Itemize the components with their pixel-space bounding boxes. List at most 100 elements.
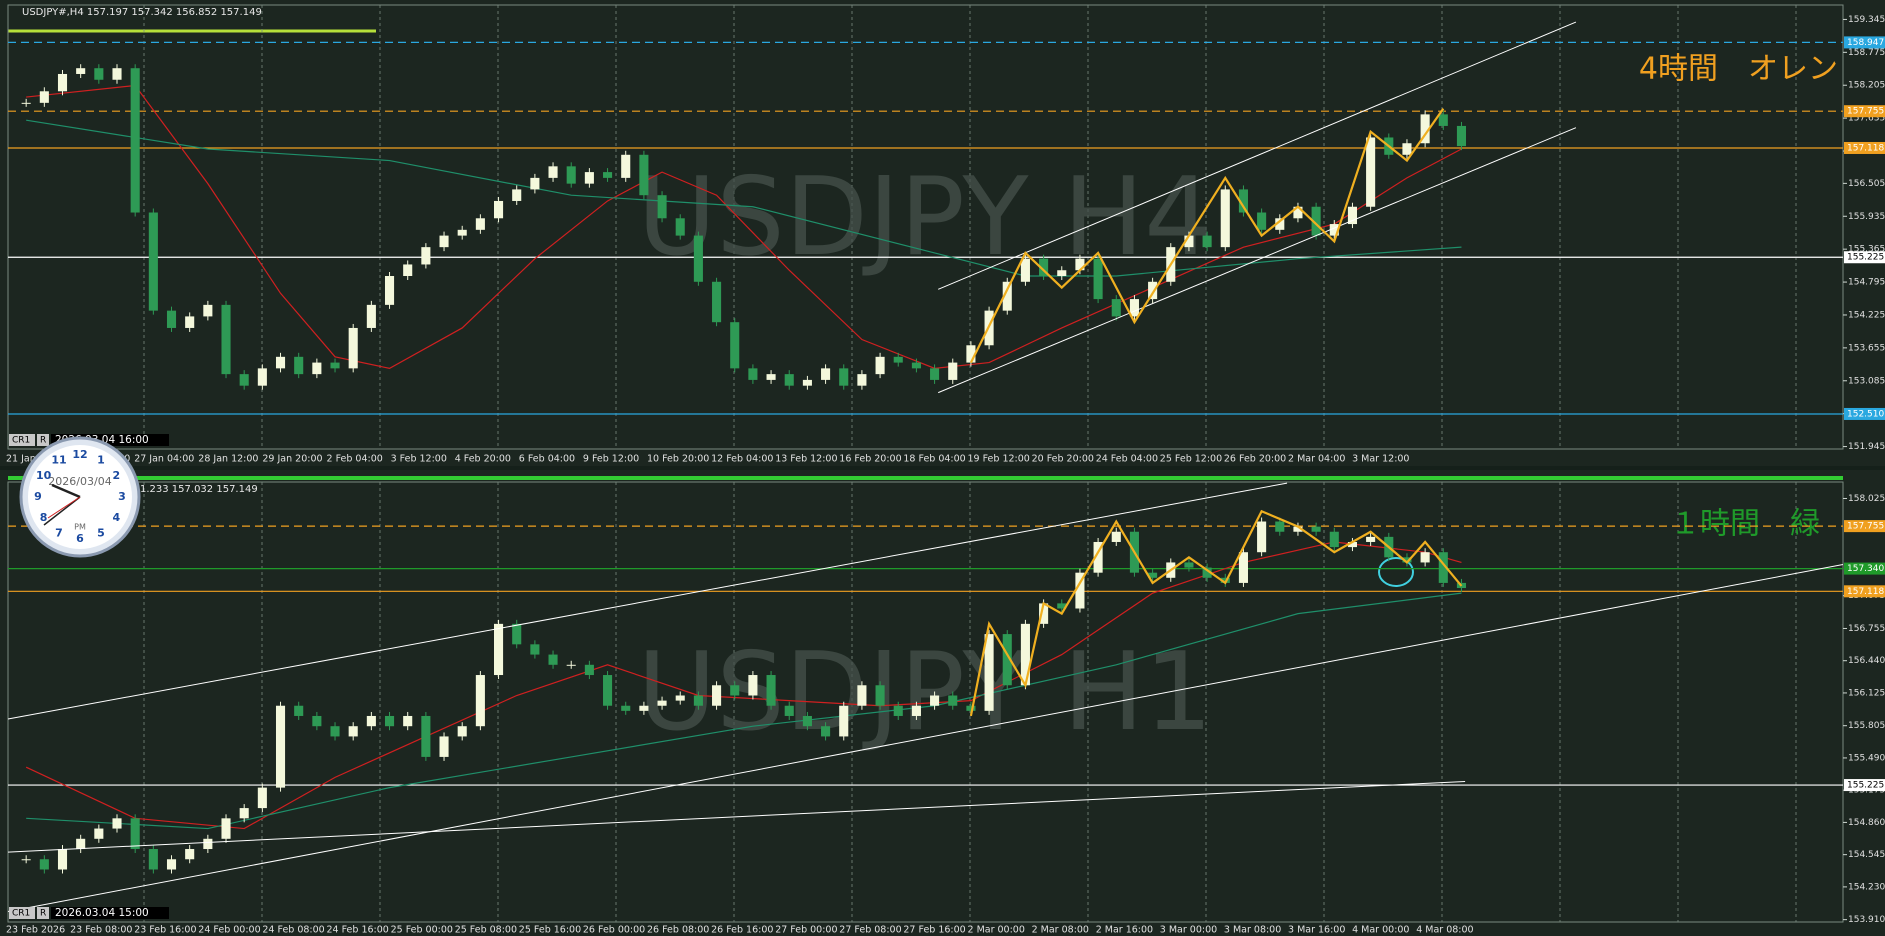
- x-tick-label: 16 Feb 20:00: [839, 454, 901, 465]
- candle-body: [1311, 526, 1321, 532]
- candle-body: [1275, 218, 1285, 230]
- candle-body: [948, 695, 958, 706]
- clock-minute-hand: [43, 496, 81, 526]
- clock-numeral: 5: [97, 526, 105, 539]
- x-tick-label: 18 Feb 04:00: [903, 454, 965, 465]
- candle-body: [512, 189, 522, 201]
- candle-body: [857, 685, 867, 706]
- candle-body: [911, 362, 921, 369]
- candle-body: [911, 705, 921, 716]
- candle-body: [730, 322, 740, 369]
- x-tick-label: 2 Mar 08:00: [1032, 925, 1089, 936]
- candle-body: [748, 368, 758, 380]
- candle-body: [1420, 552, 1430, 563]
- x-tick-label: 2 Feb 04:00: [327, 454, 383, 465]
- candle-body: [1220, 189, 1230, 248]
- candle-body: [948, 362, 958, 380]
- y-tick-label: 159.345: [1848, 15, 1885, 25]
- y-tick-label: 154.795: [1848, 278, 1885, 288]
- footer-box: [37, 434, 49, 446]
- zigzag: [969, 107, 1445, 364]
- candle-body: [21, 102, 31, 104]
- candle-body: [457, 229, 467, 236]
- candle-body: [1329, 224, 1339, 236]
- h-line-label-box: [1844, 407, 1885, 420]
- x-tick-label: 24 Feb 08:00: [262, 925, 324, 936]
- candle-body: [966, 345, 976, 363]
- candle-body: [657, 700, 667, 706]
- candle-body: [94, 828, 104, 839]
- candle-body: [1202, 567, 1212, 578]
- annotation: １時間 緑: [1670, 507, 1820, 542]
- clock-numeral: 7: [55, 526, 63, 539]
- candle-body: [639, 154, 649, 196]
- x-tick-label: 3 Mar 12:00: [1352, 454, 1409, 465]
- x-tick-label: 25 Feb 08:00: [455, 925, 517, 936]
- candle-body: [675, 218, 685, 236]
- candle-body: [693, 235, 703, 282]
- candle-body: [766, 374, 776, 380]
- y-tick-label: 157.635: [1848, 114, 1885, 124]
- candle-body: [1148, 572, 1158, 578]
- zigzag: [969, 509, 1463, 717]
- panel-top-bar: [8, 476, 1843, 480]
- x-tick-label: 2 Mar 04:00: [1288, 454, 1345, 465]
- candle-body: [639, 705, 649, 711]
- candle-body: [39, 91, 49, 103]
- h-line-label-box: [1844, 105, 1885, 118]
- candle-body: [530, 177, 540, 190]
- footer-r: R: [40, 909, 46, 919]
- candle-body: [221, 304, 231, 375]
- candle-body: [566, 166, 576, 184]
- candle-body: [112, 818, 122, 829]
- h-line-label: 158.947: [1847, 38, 1884, 48]
- candle-body: [1057, 270, 1067, 277]
- y-tick-label: 156.505: [1848, 179, 1885, 189]
- candle-body: [730, 685, 740, 696]
- candle-body: [603, 172, 613, 178]
- candle-body: [712, 281, 722, 323]
- candle-body: [1039, 603, 1049, 624]
- x-tick-label: 19 Feb 12:00: [968, 454, 1030, 465]
- x-tick-label: 25 Feb 00:00: [391, 925, 453, 936]
- x-tick-label: 23 Feb 08:00: [70, 925, 132, 936]
- plot-frame: [7, 4, 1844, 450]
- candle-body: [1420, 114, 1430, 144]
- footer-box: [9, 907, 35, 919]
- annotation: 4時間 オレン: [1639, 52, 1838, 87]
- h-line-label-box: [1844, 36, 1885, 49]
- candle-body: [366, 715, 376, 727]
- candle-body: [130, 68, 140, 213]
- y-tick-label: 155.935: [1848, 212, 1885, 222]
- x-tick-label: 3 Mar 00:00: [1160, 925, 1217, 936]
- panel-divider: [0, 466, 1885, 470]
- candle-body: [766, 675, 776, 706]
- h-line-label-box: [1844, 141, 1885, 154]
- candle-body: [166, 310, 177, 328]
- watermark: USDJPY H4: [637, 155, 1213, 280]
- candle-body: [1039, 258, 1049, 277]
- candle-body: [239, 374, 249, 386]
- y-tick-label: 156.440: [1848, 656, 1885, 666]
- x-tick-label: 24 Feb 00:00: [198, 925, 260, 936]
- x-tick-label: 23 Feb 16:00: [134, 925, 196, 936]
- clock-numeral: 6: [76, 532, 84, 545]
- h-line-label: 157.755: [1847, 107, 1884, 117]
- candle-body: [748, 675, 758, 696]
- candle-body: [221, 818, 231, 839]
- x-tick-label: 27 Feb 00:00: [775, 925, 837, 936]
- y-tick-label: 154.225: [1848, 310, 1885, 320]
- candle-body: [475, 218, 485, 230]
- clock-numeral: 4: [113, 511, 121, 524]
- candle-body: [821, 368, 831, 380]
- x-tick-label: 4 Mar 08:00: [1416, 925, 1473, 936]
- candle-body: [185, 316, 195, 328]
- x-tick-label: 10 Feb 20:00: [647, 454, 709, 465]
- candle-body: [1311, 206, 1321, 236]
- candle-body: [112, 68, 122, 80]
- clock-ampm: PM: [74, 523, 86, 532]
- candle-body: [1347, 541, 1357, 548]
- x-tick-label: 27 Jan 04:00: [134, 454, 194, 465]
- candle-body: [39, 859, 49, 870]
